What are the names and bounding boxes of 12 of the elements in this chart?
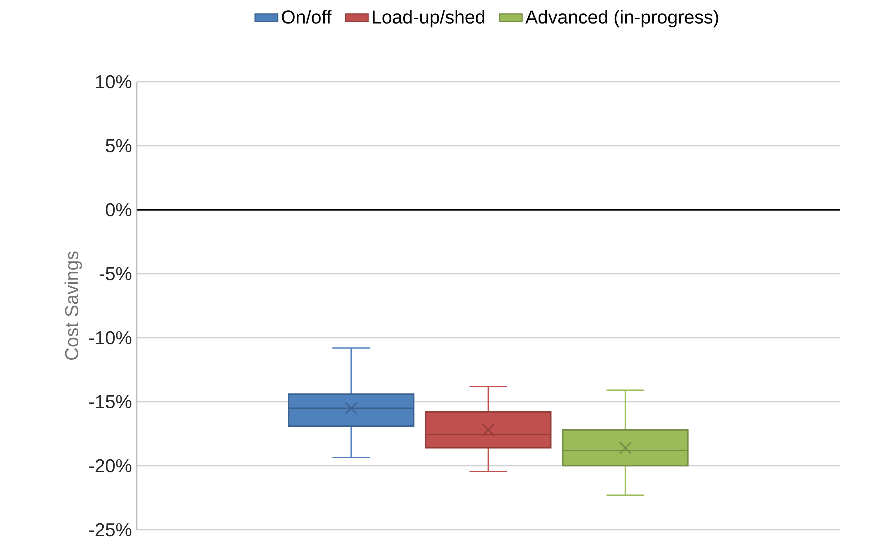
y-tick-label: 10% <box>96 75 132 89</box>
y-tick-label: -25% <box>90 523 132 537</box>
y-tick-label: -5% <box>100 267 132 281</box>
y-tick-label: 0% <box>106 203 132 217</box>
y-tick-label: -20% <box>90 459 132 473</box>
y-tick-label: -15% <box>90 395 132 409</box>
legend-label: Load-up/shed <box>373 10 485 28</box>
y-axis-title: Cost Savings <box>64 252 82 360</box>
y-tick-label: -10% <box>90 331 132 345</box>
legend-label: Advanced (in-progress) <box>526 10 718 28</box>
legend-label: On/off <box>282 10 332 24</box>
y-tick-label: 5% <box>106 139 132 153</box>
